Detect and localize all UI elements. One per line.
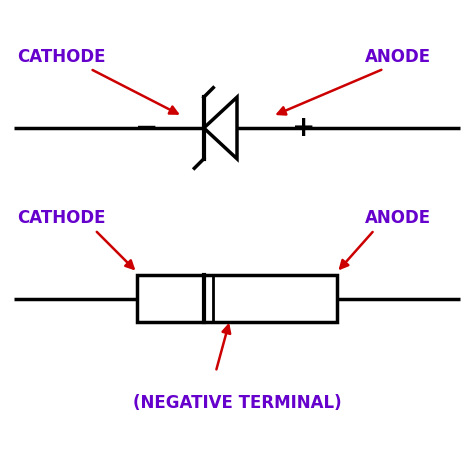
Text: (NEGATIVE TERMINAL): (NEGATIVE TERMINAL) — [133, 394, 341, 412]
Text: CATHODE: CATHODE — [18, 48, 106, 66]
Text: +: + — [292, 114, 315, 142]
Text: −: − — [135, 114, 159, 142]
Text: CATHODE: CATHODE — [18, 209, 106, 227]
Bar — [137, 275, 337, 322]
Text: ANODE: ANODE — [365, 48, 431, 66]
Text: ANODE: ANODE — [365, 209, 431, 227]
